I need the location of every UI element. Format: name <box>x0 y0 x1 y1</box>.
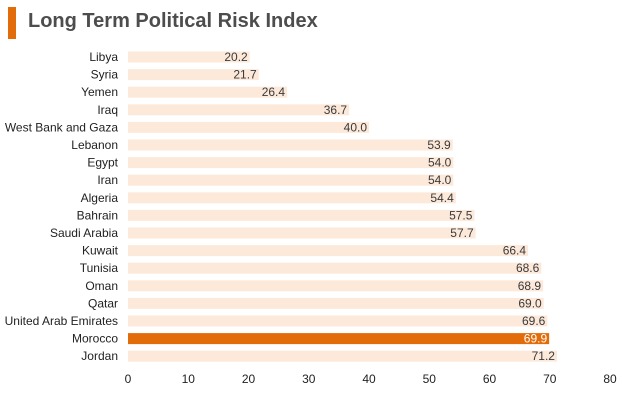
x-tick-label: 10 <box>182 372 196 386</box>
value-label: 36.7 <box>324 103 348 117</box>
x-tick-label: 60 <box>483 372 497 386</box>
bar-saudi-arabia <box>128 227 476 239</box>
category-label: Iraq <box>97 103 118 117</box>
category-label: Libya <box>89 50 118 64</box>
bar-west-bank-and-gaza <box>128 121 369 133</box>
bar-lebanon <box>128 139 453 151</box>
x-tick-label: 80 <box>603 372 617 386</box>
bar-united-arab-emirates <box>128 315 548 327</box>
bar-kuwait <box>128 245 529 257</box>
value-label: 54.4 <box>430 191 454 205</box>
value-label: 54.0 <box>428 156 452 170</box>
bar-tunisia <box>128 262 542 274</box>
bar-algeria <box>128 192 456 204</box>
bar-oman <box>128 280 544 292</box>
category-label: Qatar <box>88 296 118 310</box>
value-label: 26.4 <box>262 85 286 99</box>
category-label: Algeria <box>81 191 119 205</box>
title-accent-bar <box>8 7 16 39</box>
value-label: 57.5 <box>449 208 473 222</box>
value-label: 40.0 <box>344 120 368 134</box>
value-label: 68.6 <box>516 261 540 275</box>
category-label: Yemen <box>81 85 118 99</box>
chart-title: Long Term Political Risk Index <box>28 10 318 32</box>
x-tick-label: 70 <box>543 372 557 386</box>
category-label: West Bank and Gaza <box>5 120 119 134</box>
value-label: 69.0 <box>518 296 542 310</box>
value-label: 57.7 <box>450 226 474 240</box>
x-tick-label: 40 <box>362 372 376 386</box>
value-label: 21.7 <box>233 68 257 82</box>
category-label: Morocco <box>72 332 118 346</box>
value-label: 69.9 <box>524 332 548 346</box>
x-tick-label: 50 <box>423 372 437 386</box>
bar-syria <box>128 69 259 81</box>
category-label: Oman <box>85 279 118 293</box>
bar-iraq <box>128 104 350 116</box>
bar-egypt <box>128 157 454 169</box>
category-label: Tunisia <box>80 261 119 275</box>
category-label: Lebanon <box>71 138 118 152</box>
value-label: 54.0 <box>428 173 452 187</box>
value-label: 20.2 <box>224 50 248 64</box>
x-tick-label: 20 <box>242 372 256 386</box>
x-tick-label: 0 <box>125 372 132 386</box>
value-label: 68.9 <box>518 279 542 293</box>
category-label: Iran <box>97 173 118 187</box>
value-label: 53.9 <box>427 138 451 152</box>
category-label: Egypt <box>87 156 118 170</box>
value-label: 71.2 <box>532 349 556 363</box>
category-label: United Arab Emirates <box>5 314 118 328</box>
bar-iran <box>128 174 454 186</box>
bar-libya <box>128 51 250 63</box>
bar-morocco <box>128 333 550 345</box>
bar-bahrain <box>128 209 475 221</box>
x-tick-label: 30 <box>302 372 316 386</box>
category-label: Saudi Arabia <box>50 226 118 240</box>
bar-yemen <box>128 86 288 98</box>
category-label: Jordan <box>81 349 118 363</box>
bar-qatar <box>128 297 544 309</box>
category-label: Syria <box>91 68 119 82</box>
value-label: 66.4 <box>503 244 527 258</box>
category-label: Bahrain <box>77 208 118 222</box>
value-label: 69.6 <box>522 314 546 328</box>
bar-jordan <box>128 350 557 362</box>
category-label: Kuwait <box>82 244 119 258</box>
